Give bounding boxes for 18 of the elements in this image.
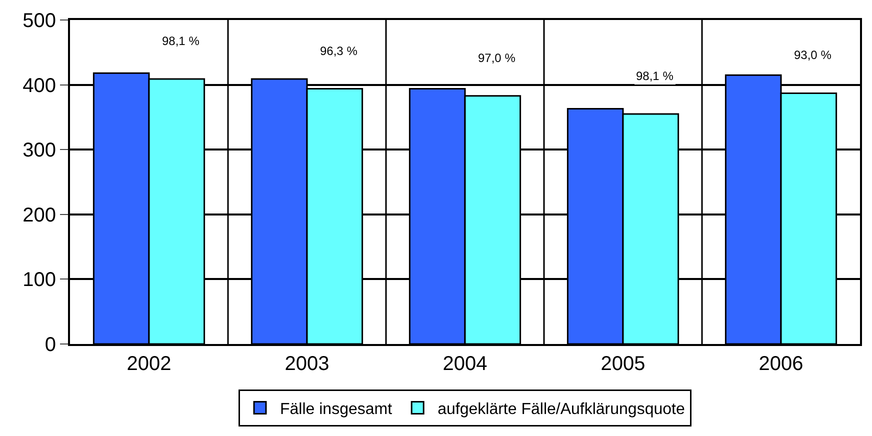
y-tick-label: 200 xyxy=(22,204,56,226)
x-tick-label: 2002 xyxy=(126,353,172,375)
legend-label: Fälle insgesamt xyxy=(280,401,393,418)
y-tick-label: 0 xyxy=(44,334,56,356)
annotation: 93,0 % xyxy=(794,48,832,62)
y-tick-label: 500 xyxy=(22,10,56,32)
annotation: 98,1 % xyxy=(162,34,200,48)
legend-label: aufgeklärte Fälle/Aufklärungsquote xyxy=(438,401,685,418)
x-tick-label: 2004 xyxy=(442,353,488,375)
annotation: 98,1 % xyxy=(636,69,674,83)
x-tick-label: 2005 xyxy=(600,353,646,375)
y-tick-label: 100 xyxy=(22,269,56,292)
y-tick-label: 400 xyxy=(22,74,56,97)
annotation: 97,0 % xyxy=(478,51,516,65)
y-tick-label: 300 xyxy=(22,140,56,162)
x-tick-label: 2003 xyxy=(284,353,330,375)
annotation: 96,3 % xyxy=(320,44,358,58)
x-tick-label: 2006 xyxy=(758,353,804,375)
